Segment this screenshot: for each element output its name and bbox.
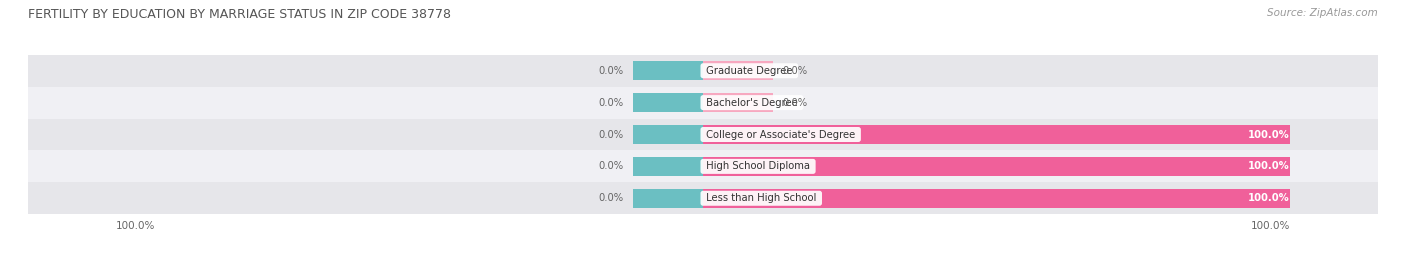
Text: 100.0%: 100.0% xyxy=(1249,129,1289,140)
Text: 0.0%: 0.0% xyxy=(599,193,624,203)
Text: Less than High School: Less than High School xyxy=(703,193,820,203)
Text: 0.0%: 0.0% xyxy=(599,98,624,108)
Bar xyxy=(633,62,703,80)
Bar xyxy=(28,182,1378,214)
Text: 0.0%: 0.0% xyxy=(599,66,624,76)
Bar xyxy=(703,93,773,112)
Text: 0.0%: 0.0% xyxy=(782,98,807,108)
Text: Graduate Degree: Graduate Degree xyxy=(703,66,796,76)
Text: 0.0%: 0.0% xyxy=(782,66,807,76)
Bar xyxy=(28,87,1378,119)
Bar xyxy=(28,150,1378,182)
Text: 100.0%: 100.0% xyxy=(117,221,156,231)
Text: High School Diploma: High School Diploma xyxy=(703,161,813,171)
Bar xyxy=(703,157,1289,176)
Text: 100.0%: 100.0% xyxy=(1249,193,1289,203)
Text: 100.0%: 100.0% xyxy=(1250,221,1289,231)
Bar xyxy=(633,93,703,112)
Text: 100.0%: 100.0% xyxy=(1249,161,1289,171)
Bar xyxy=(633,189,703,207)
Text: 0.0%: 0.0% xyxy=(599,161,624,171)
Bar xyxy=(28,55,1378,87)
Text: Bachelor's Degree: Bachelor's Degree xyxy=(703,98,801,108)
Bar xyxy=(703,189,1289,207)
Bar xyxy=(633,157,703,176)
Text: 0.0%: 0.0% xyxy=(599,129,624,140)
Text: FERTILITY BY EDUCATION BY MARRIAGE STATUS IN ZIP CODE 38778: FERTILITY BY EDUCATION BY MARRIAGE STATU… xyxy=(28,8,451,21)
Text: College or Associate's Degree: College or Associate's Degree xyxy=(703,129,859,140)
Bar xyxy=(703,62,773,80)
Bar xyxy=(703,125,1289,144)
Bar xyxy=(28,119,1378,150)
Bar xyxy=(633,125,703,144)
Text: Source: ZipAtlas.com: Source: ZipAtlas.com xyxy=(1267,8,1378,18)
